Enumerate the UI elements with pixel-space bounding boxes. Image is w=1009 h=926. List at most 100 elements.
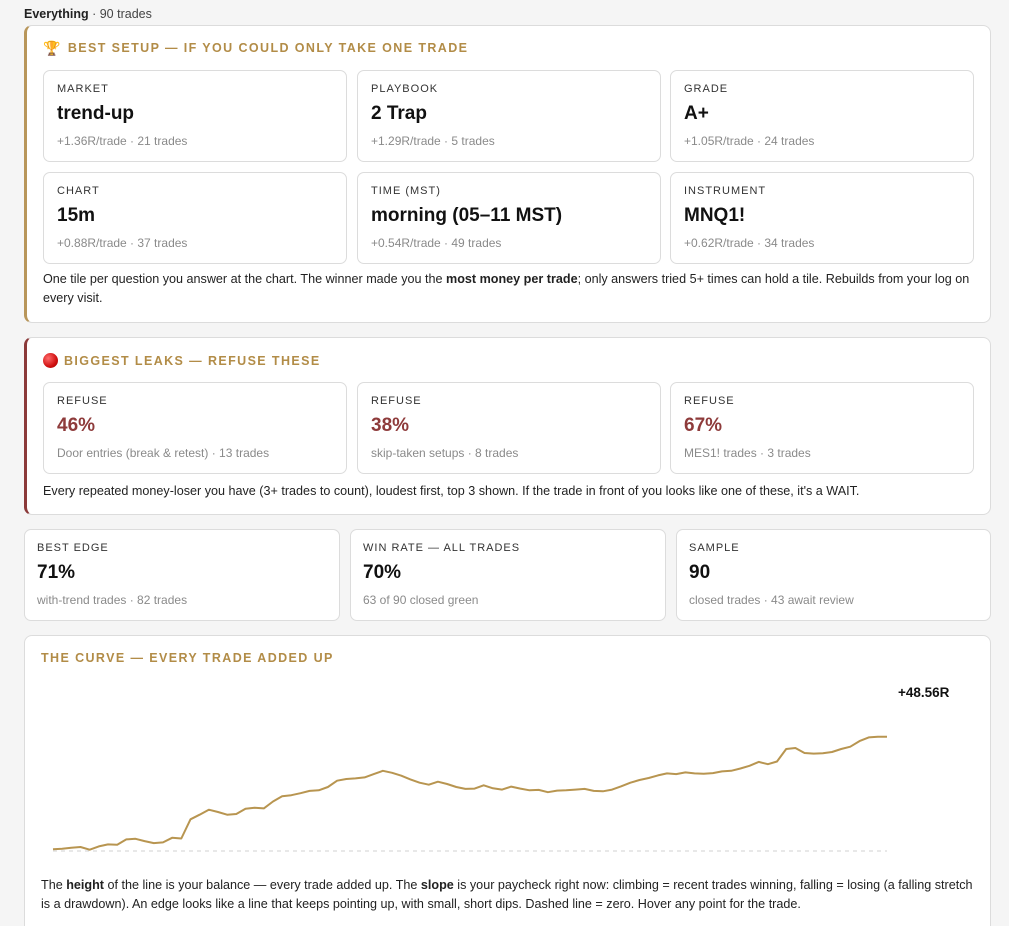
equity-point[interactable]: [673, 771, 679, 777]
equity-point[interactable]: [719, 768, 725, 774]
tile-label: Instrument: [684, 185, 767, 197]
equity-point[interactable]: [646, 775, 652, 781]
equity-point[interactable]: [362, 774, 368, 780]
equity-point[interactable]: [527, 787, 533, 793]
equity-point[interactable]: [68, 845, 74, 851]
equity-point[interactable]: [499, 787, 505, 793]
equity-point[interactable]: [197, 812, 203, 818]
equity-point[interactable]: [765, 761, 771, 767]
equity-point[interactable]: [215, 809, 221, 815]
equity-point[interactable]: [701, 771, 707, 777]
equity-point[interactable]: [123, 836, 129, 842]
equity-point[interactable]: [50, 846, 56, 852]
equity-curve-chart[interactable]: [25, 636, 990, 856]
equity-point[interactable]: [188, 816, 194, 822]
equity-point[interactable]: [728, 768, 734, 774]
equity-point[interactable]: [261, 805, 267, 811]
equity-point[interactable]: [857, 738, 863, 744]
equity-point[interactable]: [838, 746, 844, 752]
stat-label: Win rate — all trades: [363, 542, 521, 554]
equity-point[interactable]: [866, 734, 872, 740]
equity-point[interactable]: [316, 787, 322, 793]
tile-sub: +0.54R/trade · 49 trades: [371, 236, 502, 250]
equity-point[interactable]: [462, 786, 468, 792]
equity-point[interactable]: [545, 789, 551, 795]
equity-point[interactable]: [334, 778, 340, 784]
equity-point[interactable]: [737, 766, 743, 772]
equity-point[interactable]: [481, 782, 487, 788]
equity-point[interactable]: [774, 759, 780, 765]
equity-point[interactable]: [453, 784, 459, 790]
equity-point[interactable]: [325, 784, 331, 790]
equity-point[interactable]: [87, 847, 93, 853]
equity-point[interactable]: [398, 773, 404, 779]
equity-point[interactable]: [169, 835, 175, 841]
equity-point[interactable]: [875, 734, 881, 740]
equity-point[interactable]: [435, 779, 441, 785]
equity-point[interactable]: [572, 787, 578, 793]
equity-point[interactable]: [407, 776, 413, 782]
tile-instrument: Instrument MNQ1! +0.62R/trade · 34 trade…: [670, 172, 974, 264]
equity-point[interactable]: [160, 839, 166, 845]
equity-point[interactable]: [582, 786, 588, 792]
equity-point[interactable]: [627, 780, 633, 786]
equity-point[interactable]: [307, 788, 313, 794]
trade-count: · 90 trades: [92, 7, 152, 21]
equity-point[interactable]: [224, 812, 230, 818]
equity-point[interactable]: [151, 840, 157, 846]
equity-point[interactable]: [426, 782, 432, 788]
equity-point[interactable]: [59, 846, 65, 852]
equity-point[interactable]: [490, 785, 496, 791]
equity-point[interactable]: [847, 744, 853, 750]
equity-point[interactable]: [618, 783, 624, 789]
equity-point[interactable]: [508, 784, 514, 790]
equity-point[interactable]: [78, 844, 84, 850]
equity-line[interactable]: [52, 735, 887, 851]
equity-point[interactable]: [802, 750, 808, 756]
equity-point[interactable]: [380, 768, 386, 774]
equity-point[interactable]: [637, 777, 643, 783]
equity-point[interactable]: [472, 786, 478, 792]
equity-point[interactable]: [536, 787, 542, 793]
equity-point[interactable]: [270, 799, 276, 805]
equity-point[interactable]: [664, 770, 670, 776]
equity-point[interactable]: [178, 836, 184, 842]
equity-point[interactable]: [133, 836, 139, 842]
equity-point[interactable]: [682, 769, 688, 775]
equity-point[interactable]: [747, 763, 753, 769]
equity-point[interactable]: [884, 734, 890, 740]
equity-point[interactable]: [371, 771, 377, 777]
equity-point[interactable]: [829, 749, 835, 755]
equity-point[interactable]: [243, 806, 249, 812]
equity-point[interactable]: [517, 786, 523, 792]
equity-point[interactable]: [417, 780, 423, 786]
equity-point[interactable]: [105, 841, 111, 847]
equity-point[interactable]: [820, 750, 826, 756]
equity-point[interactable]: [811, 751, 817, 757]
equity-point[interactable]: [792, 745, 798, 751]
equity-point[interactable]: [563, 787, 569, 793]
equity-point[interactable]: [298, 790, 304, 796]
equity-point[interactable]: [692, 770, 698, 776]
equity-point[interactable]: [142, 838, 148, 844]
equity-point[interactable]: [783, 746, 789, 752]
equity-point[interactable]: [389, 770, 395, 776]
equity-point[interactable]: [114, 842, 120, 848]
equity-point[interactable]: [710, 770, 716, 776]
tile-chart: Chart 15m +0.88R/trade · 37 trades: [43, 172, 347, 264]
equity-point[interactable]: [206, 807, 212, 813]
equity-point[interactable]: [96, 843, 102, 849]
equity-point[interactable]: [554, 788, 560, 794]
equity-point[interactable]: [233, 811, 239, 817]
equity-point[interactable]: [343, 776, 349, 782]
equity-point[interactable]: [444, 781, 450, 787]
equity-point[interactable]: [352, 775, 358, 781]
equity-point[interactable]: [756, 759, 762, 765]
equity-point[interactable]: [655, 772, 661, 778]
equity-point[interactable]: [288, 792, 294, 798]
equity-point[interactable]: [252, 805, 258, 811]
equity-point[interactable]: [609, 787, 615, 793]
equity-point[interactable]: [279, 793, 285, 799]
equity-point[interactable]: [600, 788, 606, 794]
equity-point[interactable]: [591, 788, 597, 794]
